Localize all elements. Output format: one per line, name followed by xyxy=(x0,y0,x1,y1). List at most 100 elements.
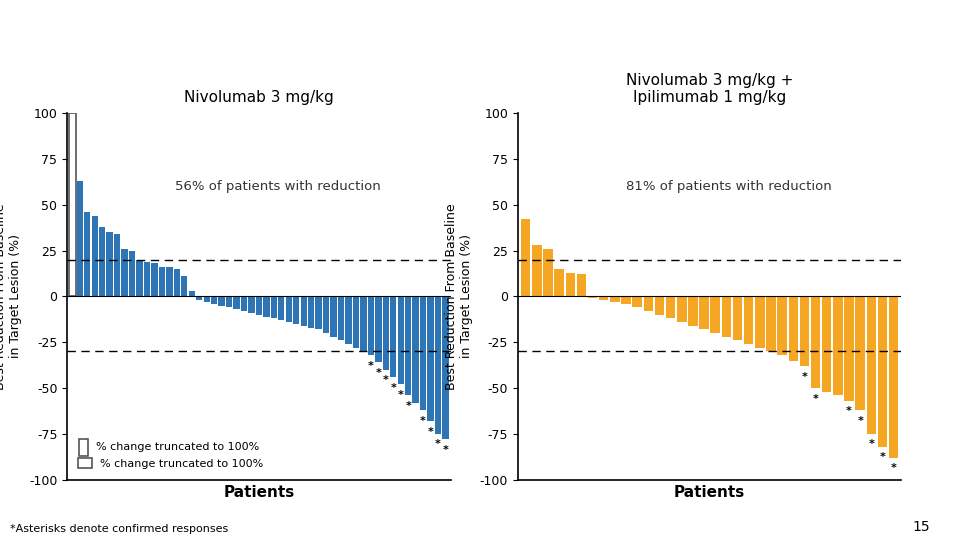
Bar xyxy=(405,296,411,396)
Bar xyxy=(181,277,187,296)
Bar xyxy=(114,234,120,296)
Text: 81% of patients with reduction: 81% of patients with reduction xyxy=(626,180,831,193)
Bar xyxy=(375,296,382,362)
Bar xyxy=(867,296,877,434)
Text: *: * xyxy=(420,416,426,426)
Bar xyxy=(144,261,151,296)
Bar xyxy=(367,296,374,355)
Bar xyxy=(233,296,240,309)
Text: *: * xyxy=(406,401,411,411)
Text: *: * xyxy=(879,452,885,462)
Title: Nivolumab 3 mg/kg +
Ipilimumab 1 mg/kg: Nivolumab 3 mg/kg + Ipilimumab 1 mg/kg xyxy=(626,73,793,105)
X-axis label: Patients: Patients xyxy=(674,485,745,500)
Bar xyxy=(811,296,820,388)
Bar xyxy=(241,296,247,311)
Bar xyxy=(129,251,135,296)
Bar xyxy=(196,296,202,300)
Legend: % change truncated to 100%: % change truncated to 100% xyxy=(73,452,269,474)
Text: *: * xyxy=(846,406,852,417)
Bar xyxy=(345,296,352,344)
Text: *: * xyxy=(869,439,875,450)
Bar xyxy=(189,291,195,296)
Bar xyxy=(323,296,329,333)
Bar xyxy=(800,296,809,366)
Bar xyxy=(256,296,262,315)
Bar xyxy=(689,296,698,326)
Bar xyxy=(412,296,419,403)
Bar xyxy=(655,296,665,315)
Bar xyxy=(383,296,389,370)
Bar xyxy=(822,296,831,392)
Bar xyxy=(877,296,887,447)
Bar xyxy=(554,269,564,296)
Bar xyxy=(788,296,798,361)
Bar xyxy=(778,296,787,355)
Bar xyxy=(833,296,843,396)
Text: *Asterisks denote confirmed responses: *Asterisks denote confirmed responses xyxy=(10,523,228,534)
Text: Best Reduction in Target Lesion Size
in Patients With MSI-H: Best Reduction in Target Lesion Size in … xyxy=(222,20,737,77)
Bar xyxy=(331,296,337,337)
Bar xyxy=(621,296,631,304)
Bar xyxy=(390,296,396,377)
Bar xyxy=(442,296,449,439)
Text: *: * xyxy=(435,439,441,450)
Text: *: * xyxy=(442,445,449,455)
Text: % change truncated to 100%: % change truncated to 100% xyxy=(96,443,259,452)
Bar xyxy=(263,296,269,316)
Bar xyxy=(666,296,675,319)
Bar xyxy=(79,439,88,456)
Bar xyxy=(420,296,427,410)
Bar xyxy=(566,273,575,296)
Text: *: * xyxy=(802,371,807,382)
Text: *: * xyxy=(383,375,388,385)
Bar xyxy=(398,296,404,384)
Bar xyxy=(248,296,255,313)
Bar xyxy=(316,296,322,329)
Bar xyxy=(532,245,542,296)
Bar xyxy=(428,296,433,421)
Text: 56% of patients with reduction: 56% of patients with reduction xyxy=(175,180,381,193)
Title: Nivolumab 3 mg/kg: Nivolumab 3 mg/kg xyxy=(184,90,334,105)
Bar xyxy=(278,296,285,320)
Bar xyxy=(588,296,597,298)
Bar xyxy=(203,296,210,302)
Bar xyxy=(855,296,865,410)
Bar xyxy=(889,296,899,458)
Text: 15: 15 xyxy=(913,520,930,534)
Bar xyxy=(353,296,359,348)
Bar xyxy=(91,216,98,296)
Bar xyxy=(122,249,128,296)
Bar xyxy=(610,296,620,302)
Bar xyxy=(293,296,299,324)
Bar xyxy=(300,296,307,326)
Text: *: * xyxy=(857,416,863,426)
Bar xyxy=(286,296,292,322)
Y-axis label: Best Reduction From Baseline
in Target Lesion (%): Best Reduction From Baseline in Target L… xyxy=(0,203,22,390)
Bar xyxy=(755,296,764,348)
Bar xyxy=(77,181,83,296)
Bar xyxy=(543,249,552,296)
Bar xyxy=(576,274,586,296)
Bar xyxy=(166,267,173,296)
Bar xyxy=(711,296,720,333)
Bar xyxy=(152,264,157,296)
Bar xyxy=(338,296,344,341)
Text: *: * xyxy=(390,383,396,392)
Bar xyxy=(69,113,76,296)
X-axis label: Patients: Patients xyxy=(223,485,294,500)
Bar xyxy=(361,296,366,351)
Bar xyxy=(219,296,224,306)
Y-axis label: Best Reduction From Baseline
in Target Lesion (%): Best Reduction From Baseline in Target L… xyxy=(445,203,473,390)
Bar xyxy=(308,296,315,328)
Text: *: * xyxy=(398,390,404,400)
Bar xyxy=(226,296,232,307)
Bar xyxy=(766,296,776,351)
Bar xyxy=(106,232,113,296)
Bar xyxy=(643,296,653,311)
Text: *: * xyxy=(375,368,382,378)
Bar xyxy=(434,296,441,434)
Bar xyxy=(677,296,687,322)
Bar xyxy=(159,267,165,296)
Bar xyxy=(733,296,742,341)
Bar xyxy=(632,296,642,307)
